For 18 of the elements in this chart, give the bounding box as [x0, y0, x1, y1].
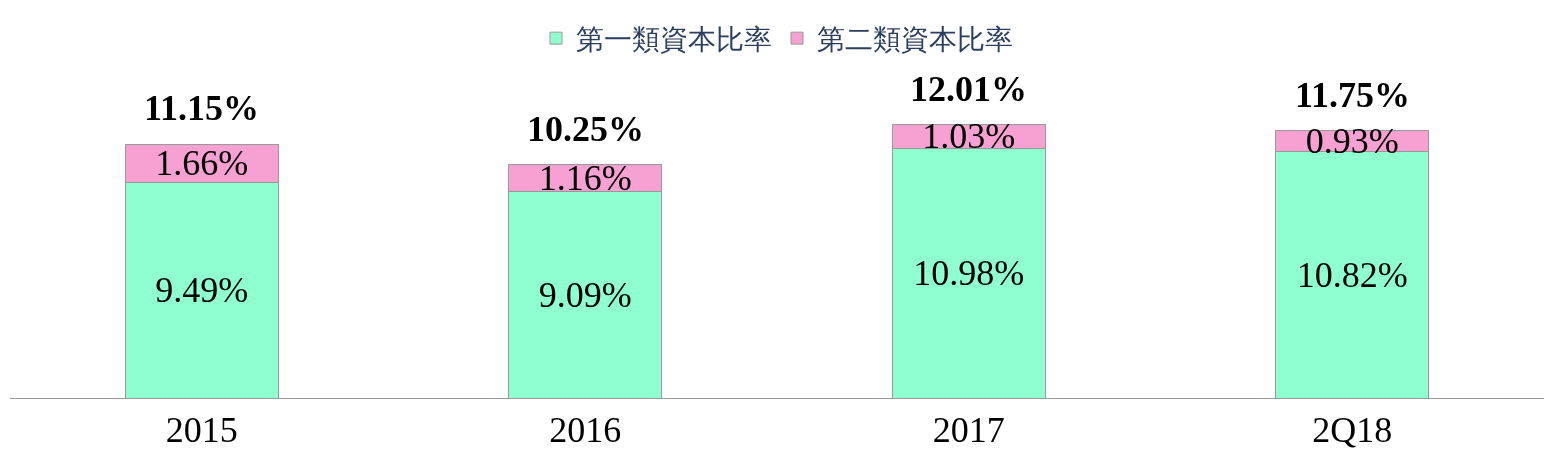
data-label: 1.03%: [922, 116, 1016, 157]
x-tick-label: 2Q18: [1312, 410, 1393, 451]
total-label: 12.01%: [910, 69, 1027, 109]
legend-label: 第二類資本比率: [817, 24, 1013, 56]
data-label: 1.16%: [538, 157, 632, 198]
data-label: 1.66%: [155, 143, 249, 184]
data-label: 0.93%: [1305, 121, 1399, 162]
data-label: 9.09%: [538, 274, 632, 315]
x-tick-label: 2015: [165, 410, 238, 451]
total-label: 11.15%: [144, 88, 260, 128]
total-label: 10.25%: [527, 109, 644, 149]
data-label: 9.49%: [155, 270, 249, 311]
data-label: 10.82%: [1296, 254, 1408, 295]
x-tick-label: 2016: [549, 410, 622, 451]
legend-label: 第一類資本比率: [576, 24, 772, 56]
total-label: 11.75%: [1295, 75, 1411, 115]
data-label: 10.98%: [913, 253, 1025, 294]
x-tick-label: 2017: [932, 410, 1005, 451]
